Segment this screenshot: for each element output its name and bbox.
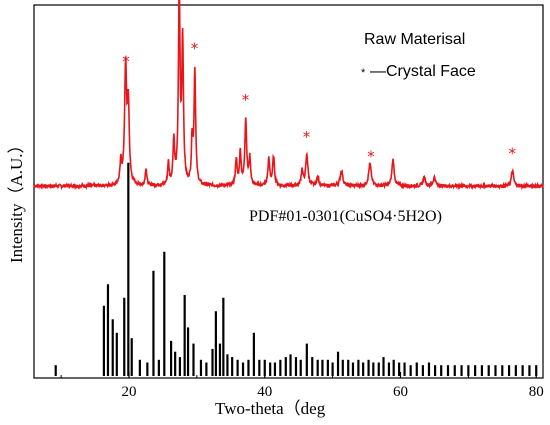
reference-series-group (54, 162, 538, 376)
crystal-face-marker-6: * (509, 145, 517, 163)
raw-series-group (33, 0, 544, 191)
x-axis-ticks: 20 40 60 80 (60, 372, 544, 400)
x-tick-label-3: 80 (529, 384, 544, 400)
legend-crystal-label: —Crystal Face (370, 63, 476, 80)
legend-raw-label: Raw Materisal (364, 31, 465, 48)
x-tick-label-2: 60 (393, 384, 408, 400)
crystal-face-marker-4: * (303, 128, 311, 146)
raw-material-line (33, 0, 544, 191)
crystal-face-markers: * * * * * * * (122, 40, 517, 166)
crystal-face-marker-0: * (122, 53, 130, 71)
crystal-face-marker-2: * (191, 40, 199, 58)
x-axis-title: Two-theta（deg (215, 399, 326, 418)
legend-crystal-marker: * (361, 67, 366, 79)
crystal-face-marker-3: * (242, 91, 250, 109)
plot-frame (33, 4, 544, 379)
reference-annotation: PDF#01-0301(CuSO4·5H2O) (249, 208, 442, 225)
y-axis-title: Intensity（A.U.） (7, 136, 26, 263)
crystal-face-marker-5: * (367, 148, 375, 166)
x-tick-label-0: 20 (122, 384, 137, 400)
x-tick-label-1: 40 (257, 384, 272, 400)
